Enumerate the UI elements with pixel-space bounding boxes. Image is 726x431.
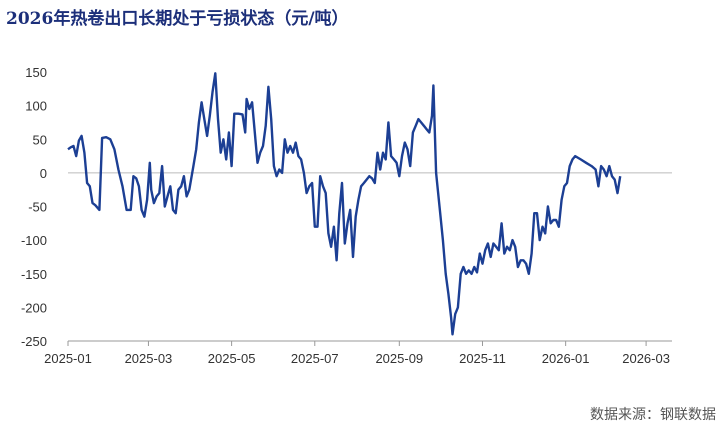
y-axis: 150 100 50 0 -50 -100 -150 -200 -250 xyxy=(21,65,47,349)
x-tick-label: 2025-03 xyxy=(125,351,173,366)
chart-title: 2026年热卷出口长期处于亏损状态（元/吨） xyxy=(6,9,349,29)
y-tick-label: 150 xyxy=(25,65,47,80)
x-tick-label: 2026-01 xyxy=(542,351,590,366)
y-tick-label: 50 xyxy=(33,132,47,147)
y-tick-label: -100 xyxy=(21,233,47,248)
y-tick-label: 0 xyxy=(40,166,47,181)
y-tick-label: 100 xyxy=(25,99,47,114)
x-tick-label: 2025-01 xyxy=(44,351,92,366)
x-tick-label: 2025-11 xyxy=(459,351,506,366)
y-tick-label: -250 xyxy=(21,334,47,349)
y-tick-label: -200 xyxy=(21,300,47,315)
x-tick-label: 2025-07 xyxy=(291,351,339,366)
y-tick-label: -50 xyxy=(28,200,47,215)
series-line xyxy=(67,72,622,336)
x-tick-label: 2026-03 xyxy=(622,351,670,366)
y-tick-label: -150 xyxy=(21,267,47,282)
x-axis: 2025-01 2025-03 2025-05 2025-07 2025-09 2025-… xyxy=(44,341,670,366)
x-tick-label: 2025-09 xyxy=(375,351,423,366)
x-tick-label: 2025-05 xyxy=(208,351,256,366)
data-source-note: 数据来源：钢联数据 xyxy=(590,407,716,423)
